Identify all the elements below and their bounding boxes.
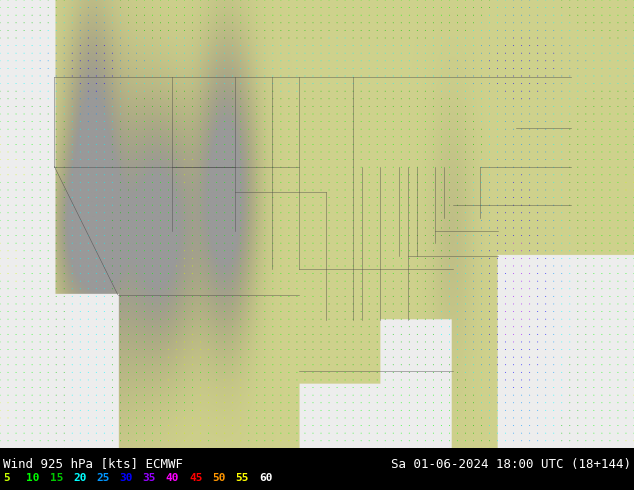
Text: 60: 60 (259, 472, 273, 483)
Text: 35: 35 (143, 472, 156, 483)
Text: 15: 15 (49, 472, 63, 483)
Text: Wind 925 hPa [kts] ECMWF: Wind 925 hPa [kts] ECMWF (3, 458, 183, 470)
Text: 25: 25 (96, 472, 110, 483)
Text: 45: 45 (189, 472, 203, 483)
Text: 20: 20 (73, 472, 86, 483)
Text: 55: 55 (236, 472, 249, 483)
Text: 5: 5 (3, 472, 10, 483)
Text: 10: 10 (27, 472, 40, 483)
Text: 30: 30 (119, 472, 133, 483)
Text: 40: 40 (166, 472, 179, 483)
Text: Sa 01-06-2024 18:00 UTC (18+144): Sa 01-06-2024 18:00 UTC (18+144) (391, 458, 631, 470)
Text: 50: 50 (212, 472, 226, 483)
